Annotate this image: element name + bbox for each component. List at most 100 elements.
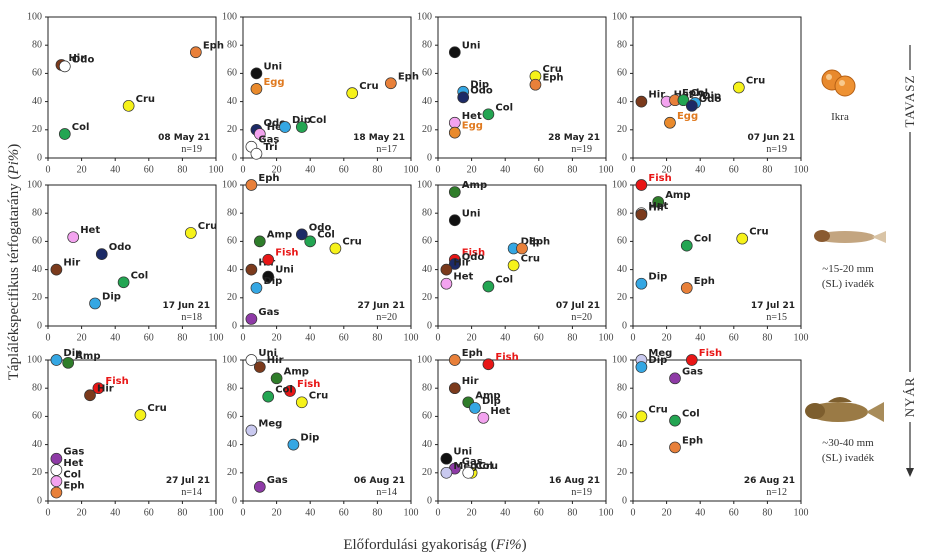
y-tick-label: 20 [617,124,627,135]
y-title-text: ) [6,144,22,149]
point-label: Odo [72,54,95,65]
x-tick-label: 0 [631,332,636,343]
point [449,127,460,138]
point [508,260,519,271]
point [385,78,396,89]
panel-date: 27 Jun 21 [358,301,405,311]
point [135,409,146,420]
point [636,278,647,289]
y-tick-label: 20 [227,292,237,303]
point [636,411,647,422]
point [347,88,358,99]
point-label: Col [72,122,90,133]
point [251,282,262,293]
x-tick-label: 0 [46,332,51,343]
point [246,313,257,324]
point-label: Fish [648,173,671,184]
x-tick-label: 100 [794,332,809,343]
point-label: Col [495,102,513,113]
y-tick-label: 60 [617,411,627,422]
point [254,236,265,247]
point [263,391,274,402]
point-label: Eph [462,348,483,359]
x-tick-label: 0 [241,507,246,518]
y-tick-label: 80 [227,382,237,393]
point-label: Fish [297,379,320,390]
point [664,117,675,128]
y-tick-label: 0 [622,152,627,163]
point-label: Fish [495,352,518,363]
point-label: Amp [462,180,487,191]
point-label: Uni [275,265,294,276]
x-tick-label: 100 [209,332,224,343]
point-label: Eph [63,481,84,492]
y-tick-label: 60 [617,236,627,247]
egg-label: Ikra [831,111,849,123]
point [441,467,452,478]
x-tick-label: 60 [339,332,349,343]
y-tick-label: 20 [32,124,42,135]
panel-n: n=19 [766,144,787,155]
y-tick-label: 0 [427,320,432,331]
x-tick-label: 0 [631,164,636,175]
y-tick-label: 60 [32,411,42,422]
x-tick-label: 0 [46,164,51,175]
x-tick-label: 20 [662,507,672,518]
point-label: Cru [746,76,765,87]
point [190,47,201,58]
point [449,117,460,128]
point [246,180,257,191]
point-label: Hir [97,383,114,394]
x-tick-label: 0 [241,332,246,343]
point [449,355,460,366]
point-label: Col [317,229,335,240]
y-tick-label: 100 [27,179,42,190]
y-tick-label: 60 [32,236,42,247]
y-tick-label: 80 [617,39,627,50]
point-label: Col [682,409,700,420]
x-tick-label: 80 [762,507,772,518]
panel-n: n=19 [181,144,202,155]
y-tick-label: 60 [617,68,627,79]
point-label: Uni [462,208,481,219]
panel-date: 17 Jun 21 [163,301,210,311]
point [254,362,265,373]
point [636,209,647,220]
x-tick-label: 20 [662,332,672,343]
point [96,249,107,260]
point [251,83,262,94]
point [469,402,480,413]
point [330,243,341,254]
y-tick-label: 60 [422,68,432,79]
x-tick-label: 40 [695,164,705,175]
x-tick-label: 40 [110,164,120,175]
x-tick-label: 60 [339,507,349,518]
point-label: Dip [300,433,319,444]
point-label: Hir [453,258,470,269]
point-label: Fish [275,248,298,259]
x-tick-label: 0 [436,164,441,175]
y-tick-label: 80 [32,39,42,50]
x-tick-label: 20 [77,507,87,518]
y-tick-label: 20 [227,467,237,478]
point-label: Eph [542,73,563,84]
x-tick-label: 100 [404,332,419,343]
panel-n: n=14 [181,487,202,498]
point [51,464,62,475]
y-tick-label: 0 [37,320,42,331]
season-arrow-head [906,468,914,477]
point [636,362,647,373]
y-tick-label: 20 [32,292,42,303]
point [670,442,681,453]
x-tick-label: 100 [209,164,224,175]
x-tick-label: 80 [762,164,772,175]
point [118,277,129,288]
y-tick-label: 60 [227,411,237,422]
point [478,412,489,423]
y-tick-label: 0 [232,495,237,506]
panel-n: n=14 [376,487,397,498]
y-tick-label: 40 [32,96,42,107]
y-tick-label: 0 [37,152,42,163]
point [263,254,274,265]
point [59,129,70,140]
